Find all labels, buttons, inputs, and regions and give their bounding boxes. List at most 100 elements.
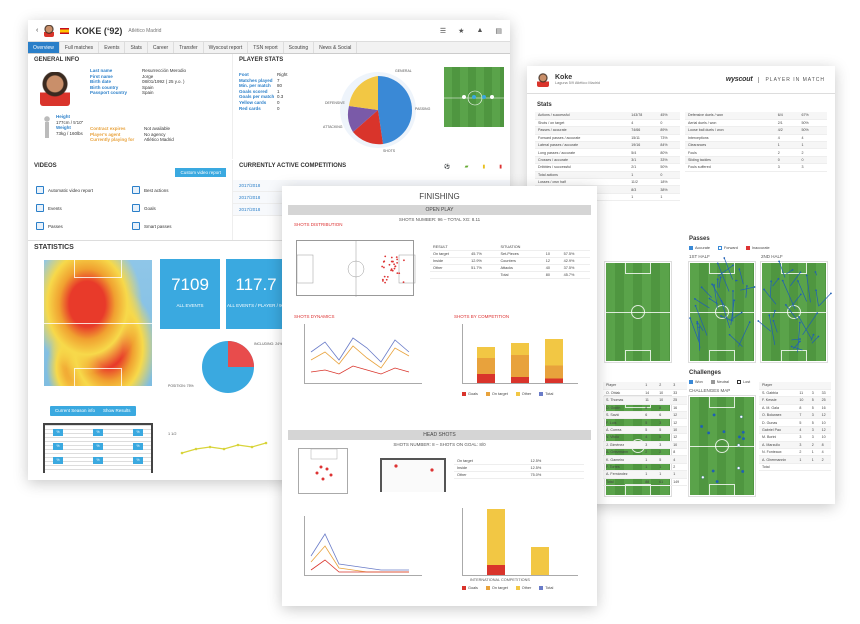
table-cell: 3 bbox=[796, 433, 809, 442]
heatmap bbox=[43, 259, 153, 387]
position-pitch bbox=[443, 66, 506, 128]
height-label: Height bbox=[56, 114, 70, 119]
pass-end bbox=[719, 276, 722, 279]
table-cell: F. Torres bbox=[603, 463, 643, 472]
table-cell: Fouls suffered bbox=[685, 163, 775, 172]
shot-marker bbox=[398, 272, 401, 275]
shots-by-competition-label: SHOTS BY COMPETITION bbox=[454, 314, 510, 319]
video-icon bbox=[132, 222, 140, 230]
legend-label: On target bbox=[491, 392, 508, 396]
head-shots-competition-chart bbox=[462, 508, 578, 576]
report-subtitle: Laguna 5/9 Atlético Madrid bbox=[555, 81, 600, 85]
tab-wyscout-report[interactable]: Wyscout report bbox=[204, 42, 249, 53]
competitions-heading: CURRENTLY ACTIVE COMPETITIONS bbox=[239, 163, 347, 169]
table-cell: Counters bbox=[497, 257, 543, 265]
table-cell: 80 bbox=[542, 271, 561, 279]
custom-video-report-button[interactable]: Custom video report bbox=[175, 168, 226, 177]
tab-stats[interactable]: Stats bbox=[125, 42, 148, 53]
pass-end bbox=[740, 311, 743, 314]
tab-overview[interactable]: Overview bbox=[28, 42, 60, 53]
table-cell: 3 bbox=[798, 163, 827, 172]
season-info-button[interactable]: Current Season info bbox=[50, 406, 101, 416]
pass-end bbox=[700, 286, 703, 289]
table-cell bbox=[617, 126, 629, 135]
back-arrow-icon[interactable]: ‹ bbox=[36, 27, 39, 34]
red-card-icon: ▮ bbox=[499, 164, 502, 170]
table-cell: Fouls bbox=[685, 148, 775, 157]
pass-end bbox=[696, 322, 699, 325]
challenges-legend: Won Neutral Lost bbox=[689, 380, 750, 384]
table-cell: Shots / on target bbox=[535, 119, 618, 128]
challenge-marker bbox=[739, 415, 743, 419]
table-cell: 3 bbox=[808, 389, 819, 398]
show-results-button[interactable]: Show Results bbox=[98, 406, 136, 416]
stat-value: 7 bbox=[277, 77, 280, 83]
goal-zone: % bbox=[93, 429, 103, 436]
table-cell bbox=[468, 271, 498, 279]
video-goals[interactable]: Goals bbox=[132, 204, 156, 212]
table-cell: 4 bbox=[670, 455, 687, 464]
shot-marker bbox=[382, 266, 385, 269]
legend-item: Won bbox=[689, 380, 703, 384]
table-cell: 1 bbox=[808, 448, 819, 457]
tab-events[interactable]: Events bbox=[99, 42, 126, 53]
pass-arrow bbox=[791, 346, 803, 351]
table-cell bbox=[808, 463, 819, 472]
pass-arrow bbox=[717, 265, 734, 277]
tab-career[interactable]: Career bbox=[148, 42, 175, 53]
goal-zone: % bbox=[133, 443, 143, 450]
physical-info: Height 177cm / 5'10" Weight 73kg / 160lb… bbox=[56, 114, 83, 136]
video-events[interactable]: Events bbox=[36, 204, 62, 212]
table-cell: Total bbox=[759, 463, 797, 472]
competition-bar bbox=[511, 343, 529, 383]
videos-heading: VIDEOS bbox=[34, 163, 57, 169]
international-competitions-label: INTERNATIONAL COMPETITIONS bbox=[470, 578, 530, 582]
table-cell: 12 bbox=[670, 433, 687, 442]
tab-full-matches[interactable]: Full matches bbox=[60, 42, 100, 53]
star-icon[interactable]: ★ bbox=[458, 27, 465, 35]
video-automatic-report[interactable]: Automatic video report bbox=[36, 186, 93, 194]
tab-transfer[interactable]: Transfer bbox=[174, 42, 204, 53]
table-cell: V. Vitolo bbox=[603, 433, 643, 442]
table-cell: Actions / successful bbox=[535, 112, 618, 120]
table-cell: 51.7% bbox=[468, 264, 498, 272]
bell-icon[interactable]: ▲ bbox=[476, 26, 484, 34]
legend-item: On target bbox=[485, 392, 508, 396]
table-cell: 3 bbox=[796, 441, 809, 450]
table-cell: SITUATION bbox=[497, 244, 543, 251]
video-passes[interactable]: Passes bbox=[36, 222, 63, 230]
stat-key: Red cards bbox=[239, 105, 261, 111]
tab-tsn-report[interactable]: TSN report bbox=[248, 42, 284, 53]
table-cell bbox=[617, 193, 629, 202]
shot-row: RESULT SITUATION bbox=[430, 244, 590, 251]
video-smart-passes[interactable]: Smart passes bbox=[132, 222, 172, 230]
tab-scouting[interactable]: Scouting bbox=[284, 42, 315, 53]
pass-arrow bbox=[695, 305, 708, 336]
legend-item: Goals bbox=[462, 392, 478, 396]
table-cell: 11/2 bbox=[628, 178, 658, 187]
print-icon[interactable]: ▤ bbox=[495, 27, 502, 35]
stat-key: Min. per match bbox=[239, 83, 271, 89]
goal-zone: % bbox=[53, 443, 63, 450]
table-cell: 1 bbox=[642, 470, 657, 479]
list-icon[interactable]: ☰ bbox=[439, 27, 447, 35]
video-best-actions[interactable]: Best actions bbox=[132, 186, 169, 194]
finishing-title: FINISHING bbox=[419, 192, 460, 201]
pass-arrows-second-half bbox=[757, 260, 832, 353]
table-cell: Gabriel Pao bbox=[759, 426, 797, 435]
table-cell: 25 bbox=[670, 396, 687, 405]
tab-news-social[interactable]: News & Social bbox=[314, 42, 358, 53]
pie-label: INCLUDING: 24% bbox=[254, 342, 282, 346]
stats-row: Defensive duels / won 6/4 67% bbox=[685, 112, 827, 120]
table-cell: Total bbox=[497, 271, 543, 279]
pass-end bbox=[716, 262, 719, 265]
table-cell: 149 bbox=[670, 478, 687, 486]
player-row: A. M. Gala 8 5 16 bbox=[759, 404, 831, 413]
pass-end bbox=[757, 320, 760, 322]
shot-marker bbox=[395, 256, 398, 259]
table-cell: 6/4 bbox=[774, 112, 799, 120]
challenge-marker bbox=[722, 430, 726, 434]
legend-item: On target bbox=[485, 586, 508, 590]
pass-end bbox=[748, 321, 751, 324]
table-cell: Aerial duels / won bbox=[685, 119, 775, 128]
